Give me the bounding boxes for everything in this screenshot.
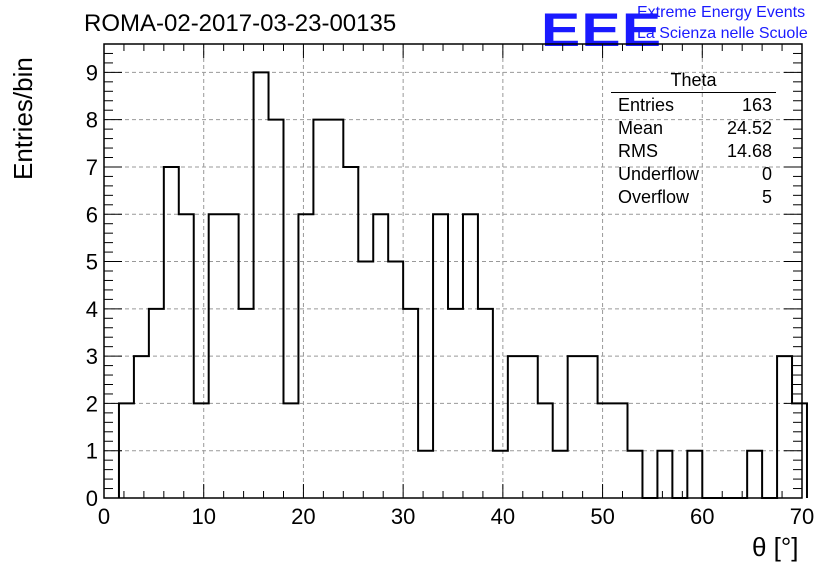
eee-logo: EEE	[541, 3, 663, 56]
histogram-bin	[388, 262, 403, 498]
y-tick-label: 9	[86, 60, 98, 85]
y-tick-label: 3	[86, 344, 98, 369]
y-tick-label: 2	[86, 391, 98, 416]
stats-value: 14.68	[726, 141, 772, 161]
histogram-bin	[523, 356, 538, 498]
histogram-outline	[117, 71, 808, 499]
stats-row-rms: RMS 14.68	[611, 140, 776, 163]
y-tick-label: 6	[86, 202, 98, 227]
x-tick-label: 10	[191, 504, 215, 529]
stats-value: 24.52	[726, 118, 772, 138]
histogram-bin	[418, 451, 433, 498]
histogram-bin	[628, 451, 643, 498]
histogram-bin	[343, 167, 358, 498]
chart-title: ROMA-02-2017-03-23-00135	[84, 10, 397, 37]
x-axis-label: θ [°]	[752, 532, 799, 562]
x-tick-label: 40	[491, 504, 515, 529]
y-tick-label: 0	[86, 486, 98, 511]
x-tick-label: 50	[590, 504, 614, 529]
stats-value: 0	[761, 164, 772, 184]
stats-value: 163	[741, 95, 772, 115]
stats-label: Overflow	[618, 187, 690, 207]
y-tick-label: 1	[86, 439, 98, 464]
histogram-bin	[583, 356, 598, 498]
y-tick-label: 8	[86, 108, 98, 133]
stats-label: Underflow	[618, 164, 700, 184]
histogram-bin	[508, 356, 523, 498]
y-tick-label: 5	[86, 250, 98, 275]
stats-box: Theta Entries 163 Mean 24.52 RMS 14.68 Underfl…	[611, 70, 776, 209]
histogram-bin	[493, 451, 508, 498]
stats-label: RMS	[618, 141, 658, 161]
histogram-bin	[358, 262, 373, 498]
stats-row-entries: Entries 163	[611, 94, 776, 117]
histogram-bin	[777, 356, 792, 498]
x-tick-label: 60	[690, 504, 714, 529]
stats-value: 5	[761, 187, 772, 207]
histogram-bin	[747, 451, 762, 498]
stats-row-overflow: Overflow 5	[611, 186, 776, 209]
y-tick-label: 4	[86, 297, 98, 322]
y-tick-label: 7	[86, 155, 98, 180]
x-tick-label: 20	[291, 504, 315, 529]
histogram-bin	[164, 167, 179, 498]
x-tick-label: 0	[98, 504, 110, 529]
logo-line-2: La Scienza nelle Scuole	[637, 25, 808, 42]
histogram-bin	[657, 451, 672, 498]
stats-row-mean: Mean 24.52	[611, 117, 776, 140]
logo-line-1: Extreme Energy Events	[637, 4, 806, 21]
stats-row-underflow: Underflow 0	[611, 163, 776, 186]
histogram-bin	[568, 356, 583, 498]
stats-title: Theta	[611, 70, 776, 93]
histogram-bin	[134, 356, 149, 498]
stats-label: Entries	[618, 95, 675, 115]
x-tick-label: 30	[391, 504, 415, 529]
histogram-bin	[553, 451, 568, 498]
histogram-bin	[687, 451, 702, 498]
histogram-bin	[254, 72, 269, 498]
x-tick-label: 70	[790, 504, 814, 529]
stats-label: Mean	[618, 118, 664, 138]
